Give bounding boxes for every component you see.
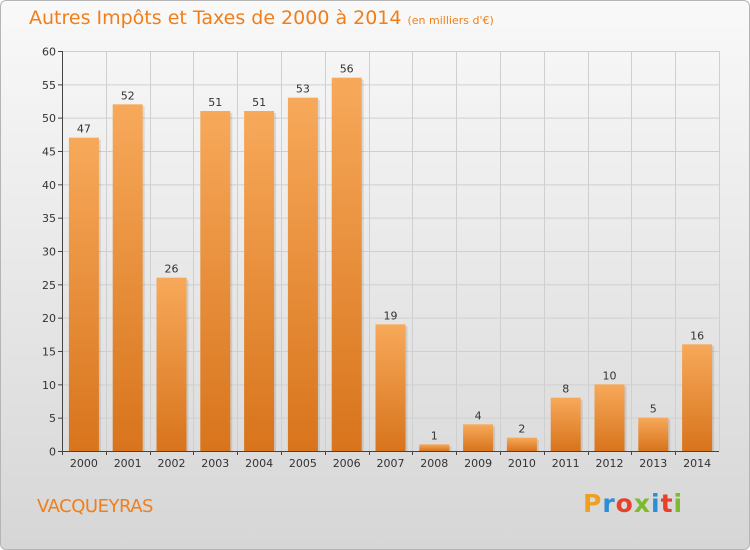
x-tick-label-2000: 2000 (70, 457, 98, 470)
x-tick-label-2004: 2004 (245, 457, 273, 470)
x-tick-label-2002: 2002 (158, 457, 186, 470)
bar-2002 (156, 277, 187, 451)
y-tick-label: 60 (42, 46, 56, 59)
y-tick-label: 15 (42, 346, 56, 359)
value-label-2000: 47 (77, 123, 91, 136)
logo-letter: x (633, 489, 651, 518)
bar-2012 (594, 384, 625, 451)
x-tick-label-2006: 2006 (333, 457, 361, 470)
x-tick-label-2011: 2011 (552, 457, 580, 470)
y-tick-label: 45 (42, 146, 56, 159)
bar-2008 (419, 444, 450, 451)
logo-letter: r (602, 489, 616, 518)
y-tick-label: 25 (42, 279, 56, 292)
value-label-2004: 51 (252, 96, 266, 109)
logo-letter: i (651, 489, 661, 518)
bar-2001 (112, 104, 143, 451)
value-label-2008: 1 (431, 429, 438, 442)
bars (68, 77, 715, 452)
bar-2009 (463, 424, 494, 451)
bar-2000 (68, 137, 99, 451)
value-label-2012: 10 (603, 369, 617, 382)
x-tick-label-2009: 2009 (464, 457, 492, 470)
logo-letter: i (673, 489, 684, 518)
y-tick-label: 55 (42, 79, 56, 92)
value-label-2007: 19 (384, 309, 398, 322)
bar-2004 (244, 111, 275, 451)
logo-letter: o (615, 489, 634, 518)
x-tick-label-2012: 2012 (596, 457, 624, 470)
bar-2011 (550, 397, 581, 451)
title-row: Autres Impôts et Taxes de 2000 à 2014 (en… (29, 7, 494, 29)
proxiti-logo: Proxiti (583, 489, 683, 518)
bar-2013 (638, 417, 669, 451)
x-tick-label-2008: 2008 (420, 457, 448, 470)
x-tick-label-2010: 2010 (508, 457, 536, 470)
chart-unit: (en milliers d'€) (407, 14, 494, 27)
logo-letter: P (583, 489, 603, 518)
bar-2006 (331, 77, 362, 452)
x-tick-label-2007: 2007 (377, 457, 405, 470)
y-tick-label: 10 (42, 379, 56, 392)
commune-name: VACQUEYRAS (37, 496, 153, 517)
bar-2005 (287, 97, 318, 452)
y-tick-label: 40 (42, 179, 56, 192)
bar-2010 (506, 437, 537, 451)
value-label-2014: 16 (690, 329, 704, 342)
value-label-2005: 53 (296, 83, 310, 96)
bar-2014 (682, 344, 713, 451)
x-tick-label-2014: 2014 (683, 457, 711, 470)
y-tick-label: 20 (42, 312, 56, 325)
bar-2003 (200, 111, 231, 451)
x-tick-label-2001: 2001 (114, 457, 142, 470)
y-tick-label: 35 (42, 212, 56, 225)
value-label-2013: 5 (650, 403, 657, 416)
logo-letter: t (660, 489, 674, 518)
y-tick-label: 30 (42, 246, 56, 259)
value-label-2003: 51 (208, 96, 222, 109)
x-tick-label-2003: 2003 (201, 457, 229, 470)
value-label-2011: 8 (562, 383, 569, 396)
x-tick-label-2005: 2005 (289, 457, 317, 470)
chart-title: Autres Impôts et Taxes de 2000 à 2014 (29, 7, 402, 29)
value-label-2009: 4 (475, 409, 482, 422)
labels: 4720005220012620025120035120045320055620… (70, 63, 711, 470)
bar-2007 (375, 324, 406, 451)
y-tick-label: 50 (42, 112, 56, 125)
x-tick-label-2013: 2013 (639, 457, 667, 470)
y-tick-label: 5 (49, 412, 56, 425)
value-label-2001: 52 (121, 89, 135, 102)
value-label-2006: 56 (340, 63, 354, 76)
value-label-2002: 26 (165, 263, 179, 276)
y-tick-label: 0 (49, 446, 56, 459)
value-label-2010: 2 (518, 423, 525, 436)
